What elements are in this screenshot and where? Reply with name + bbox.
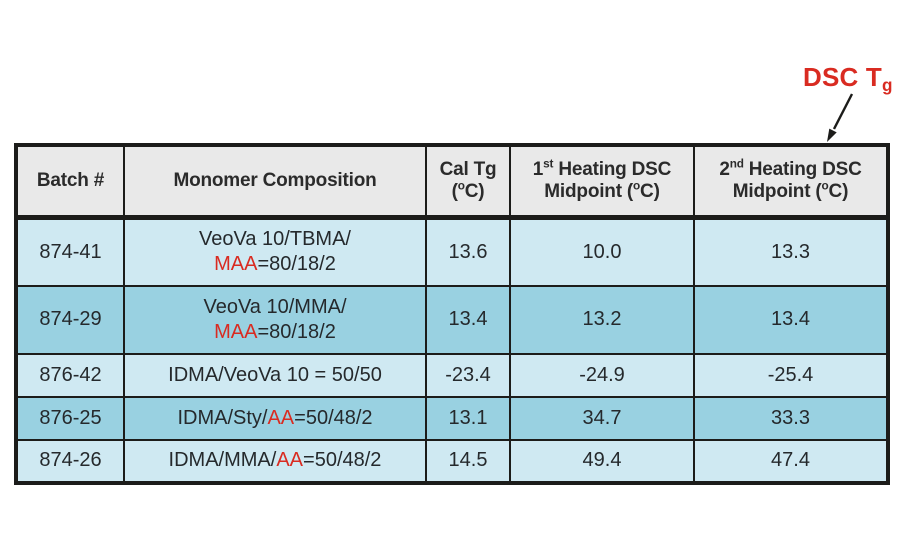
degree-sup: o (457, 179, 465, 193)
dsc2-cell: 13.4 (693, 284, 889, 355)
table-row: 876-25 IDMA/Sty/AA=50/48/2 13.1 34.7 33.… (15, 395, 889, 441)
composition-cell: IDMA/MMA/AA=50/48/2 (123, 438, 427, 484)
col-header-batch: Batch # (15, 144, 125, 220)
cal-tg-line2: (oC) (451, 179, 485, 202)
dsc1-cell: 49.4 (509, 438, 695, 484)
composition-cell: VeoVa 10/MMA/ MAA=80/18/2 (123, 284, 427, 355)
red-monomer: AA (276, 449, 304, 471)
red-monomer: MAA (214, 320, 258, 343)
composition-cell: IDMA/Sty/AA=50/48/2 (123, 395, 427, 441)
dsc2-cell: -25.4 (693, 352, 889, 398)
dsc2-cell: 47.4 (693, 438, 889, 484)
table-row: 874-26 IDMA/MMA/AA=50/48/2 14.5 49.4 47.… (15, 438, 889, 484)
degree-sup: o (821, 179, 829, 193)
col-header-second-heating: 2nd Heating DSC Midpoint (oC) (693, 144, 889, 220)
cal-tg-cell: 13.1 (425, 395, 511, 441)
dsc-tg-subscript: g (882, 75, 893, 95)
cal-tg-cell: 13.4 (425, 284, 511, 355)
col-header-monomer-composition: Monomer Composition (123, 144, 427, 220)
dsc1-cell: -24.9 (509, 352, 695, 398)
batch-cell: 874-29 (15, 284, 125, 355)
header-row: Batch # Monomer Composition Cal Tg (oC) … (15, 144, 889, 220)
dsc-tg-annotation: DSC Tg (803, 62, 893, 95)
first-heating-line1: 1st Heating DSC (532, 157, 672, 180)
dsc2-cell: 33.3 (693, 395, 889, 441)
batch-cell: 876-42 (15, 352, 125, 398)
ordinal-sup: st (543, 157, 554, 171)
cal-tg-cell: 13.6 (425, 216, 511, 287)
degree-sup: o (633, 179, 641, 193)
dsc-tg-label: DSC T (803, 62, 882, 92)
second-heating-line2: Midpoint (oC) (732, 179, 849, 202)
cal-tg-cell: -23.4 (425, 352, 511, 398)
batch-cell: 874-41 (15, 216, 125, 287)
col-header-cal-tg: Cal Tg (oC) (425, 144, 511, 220)
table-row: 874-41 VeoVa 10/TBMA/ MAA=80/18/2 13.6 1… (15, 216, 889, 287)
tg-data-table: Batch # Monomer Composition Cal Tg (oC) … (14, 143, 890, 485)
dsc1-cell: 13.2 (509, 284, 695, 355)
second-heating-line1: 2nd Heating DSC (719, 157, 862, 180)
cal-tg-line1: Cal Tg (439, 158, 497, 180)
first-heating-line2: Midpoint (oC) (544, 179, 660, 202)
composition-cell: VeoVa 10/TBMA/ MAA=80/18/2 (123, 216, 427, 287)
cal-tg-cell: 14.5 (425, 438, 511, 484)
red-monomer: AA (267, 406, 295, 429)
batch-cell: 874-26 (15, 438, 125, 484)
red-monomer: MAA (214, 253, 258, 276)
arrow-down-left-icon (827, 93, 854, 142)
dsc1-cell: 34.7 (509, 395, 695, 441)
batch-cell: 876-25 (15, 395, 125, 441)
table-row: 874-29 VeoVa 10/MMA/ MAA=80/18/2 13.4 13… (15, 284, 889, 355)
ordinal-sup: nd (729, 157, 744, 171)
dsc2-cell: 13.3 (693, 216, 889, 287)
table-row: 876-42 IDMA/VeoVa 10 = 50/50 -23.4 -24.9… (15, 352, 889, 398)
col-header-first-heating: 1st Heating DSC Midpoint (oC) (509, 144, 695, 220)
composition-cell: IDMA/VeoVa 10 = 50/50 (123, 352, 427, 398)
dsc1-cell: 10.0 (509, 216, 695, 287)
